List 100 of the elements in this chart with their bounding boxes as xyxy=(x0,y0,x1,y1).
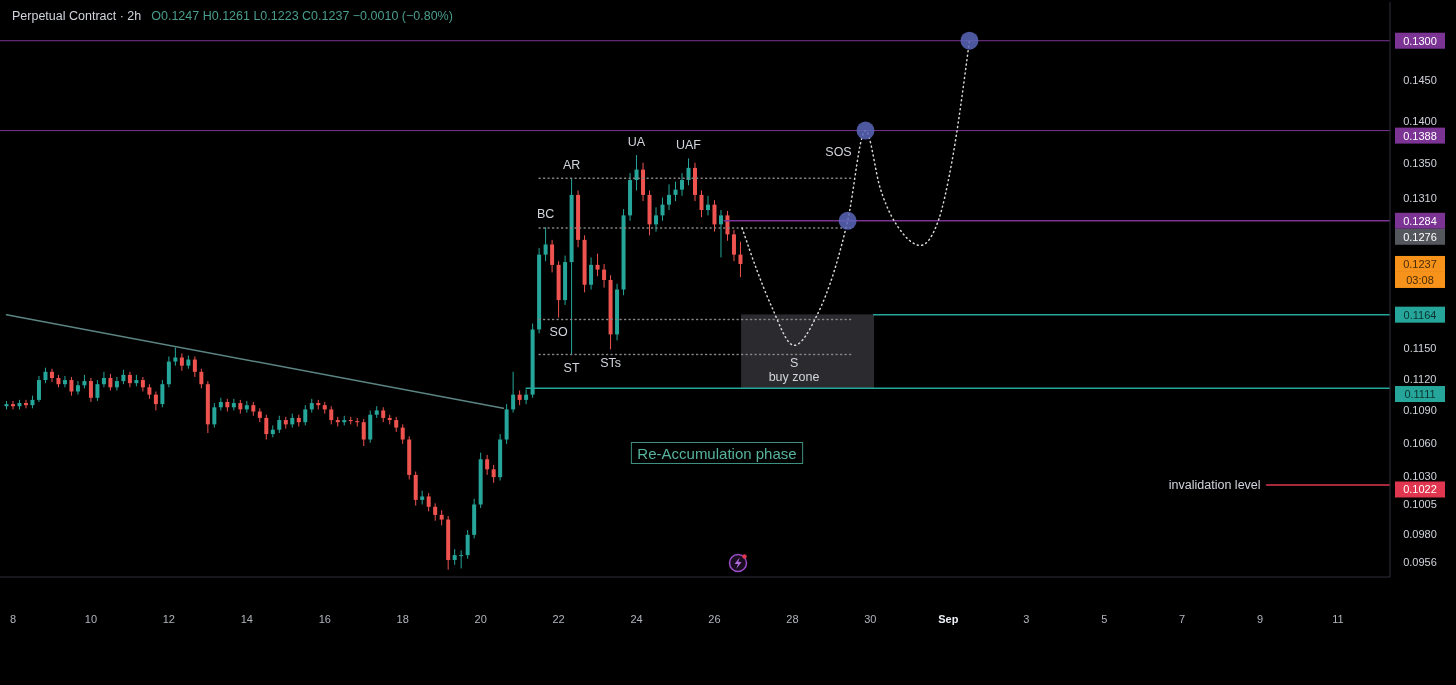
text: 0.1237 xyxy=(1403,257,1437,270)
y-tick-label: 0.1450 xyxy=(1403,73,1437,86)
x-tick-label: 9 xyxy=(1257,613,1264,625)
candlestick xyxy=(400,423,405,445)
annotation: SO xyxy=(549,324,568,339)
candlestick xyxy=(712,199,717,233)
annotation: 0.1284 xyxy=(1403,214,1437,227)
x-tick-label: 14 xyxy=(240,613,253,625)
candlestick xyxy=(36,375,41,403)
x-tick-label: 30 xyxy=(864,613,877,625)
annotation: UA xyxy=(627,135,646,150)
candlestick xyxy=(543,226,548,262)
candlestick xyxy=(738,241,743,278)
annotation: 0.1300 xyxy=(1403,34,1437,47)
candlestick xyxy=(595,253,600,277)
candlestick xyxy=(361,418,366,447)
candlestick xyxy=(264,414,269,441)
x-tick-label: 3 xyxy=(1023,613,1030,625)
annotation: 0.1111 xyxy=(1404,388,1436,401)
annotation: Re-Accumulation phase xyxy=(637,444,797,462)
candlestick xyxy=(699,190,704,218)
text: O0.1247 H0.1261 L0.1223 C0.1237 −0.0010 (−0.80%) xyxy=(151,9,453,23)
candlestick xyxy=(718,209,723,258)
candlestick xyxy=(680,172,685,197)
y-tick-label: 0.1310 xyxy=(1403,191,1437,204)
annotation: invalidation level xyxy=(1168,478,1261,493)
candlestick xyxy=(673,181,678,202)
x-tick-label: Sep xyxy=(938,613,959,625)
candlestick xyxy=(114,376,119,391)
candlestick xyxy=(192,356,197,378)
y-tick-label: 0.1400 xyxy=(1403,114,1437,127)
candlestick xyxy=(485,454,490,476)
x-tick-label: 11 xyxy=(1332,613,1344,625)
y-tick-label: 0.1150 xyxy=(1403,342,1437,355)
candlestick xyxy=(705,195,710,216)
candlestick xyxy=(329,405,334,425)
candlestick xyxy=(426,492,431,512)
candlestick xyxy=(49,368,54,383)
x-tick-label: 26 xyxy=(708,613,721,625)
annotation: BC xyxy=(536,207,555,222)
text: 0.1276 xyxy=(1403,230,1437,243)
candlestick xyxy=(69,376,74,397)
candlestick xyxy=(160,379,165,408)
annotation: 0.1164 xyxy=(1403,308,1437,321)
text: 03:08 xyxy=(1406,273,1434,286)
candlestick xyxy=(667,183,672,211)
candlestick xyxy=(589,256,594,291)
candlestick xyxy=(10,400,15,410)
candlestick xyxy=(62,375,67,388)
candlestick xyxy=(101,371,106,388)
x-tick-label: 18 xyxy=(396,613,409,625)
candlestick xyxy=(634,154,639,192)
candlestick xyxy=(686,157,691,186)
x-tick-label: 8 xyxy=(9,613,17,625)
candlestick xyxy=(654,206,659,233)
candlestick xyxy=(459,549,464,569)
candlestick xyxy=(75,380,80,396)
y-tick-label: 0.1120 xyxy=(1403,373,1437,386)
x-tick-label: 12 xyxy=(162,613,175,625)
annotation: S xyxy=(789,356,799,371)
candlestick xyxy=(550,239,555,273)
candlestick xyxy=(731,229,736,262)
candlestick xyxy=(95,379,100,402)
annotation: ST xyxy=(563,361,580,376)
candlestick xyxy=(199,368,204,389)
text: Perpetual Contract · 2h xyxy=(12,9,142,23)
annotation: AR xyxy=(562,158,581,173)
x-tick-label: 16 xyxy=(318,613,331,625)
annotation: 0.1388 xyxy=(1403,129,1437,142)
y-tick-label: 0.1005 xyxy=(1403,498,1437,511)
y-tick-label: 0.0956 xyxy=(1403,556,1437,569)
annotation: buy zone xyxy=(768,370,820,385)
candlestick xyxy=(23,399,28,409)
candlestick xyxy=(173,346,178,367)
candlestick xyxy=(511,371,516,414)
candlestick xyxy=(212,402,217,429)
x-tick-label: 28 xyxy=(786,613,799,625)
y-tick-label: 0.1090 xyxy=(1403,404,1437,417)
candlestick xyxy=(602,263,607,289)
annotation: 0.1022 xyxy=(1403,483,1437,496)
y-tick-label: 0.1060 xyxy=(1403,436,1437,449)
y-tick-label: 0.1030 xyxy=(1403,470,1437,483)
y-tick-label: 0.1350 xyxy=(1403,156,1437,169)
candlestick xyxy=(465,529,470,560)
candlestick xyxy=(660,197,665,222)
x-tick-label: 10 xyxy=(84,613,98,625)
candlestick xyxy=(88,377,93,403)
candlestick xyxy=(303,404,308,426)
y-tick-label: 0.0980 xyxy=(1403,527,1437,540)
candlestick xyxy=(140,376,145,392)
candlestick xyxy=(166,356,171,388)
candlestick xyxy=(179,352,184,372)
x-tick-label: 5 xyxy=(1101,613,1108,625)
annotation: UAF xyxy=(676,138,702,153)
annotation: SOS xyxy=(825,144,852,159)
x-tick-label: 20 xyxy=(474,613,487,625)
x-tick-label: 7 xyxy=(1179,613,1186,625)
x-tick-label: 22 xyxy=(552,613,565,625)
candlestick xyxy=(153,391,158,411)
x-tick-label: 24 xyxy=(630,613,643,625)
